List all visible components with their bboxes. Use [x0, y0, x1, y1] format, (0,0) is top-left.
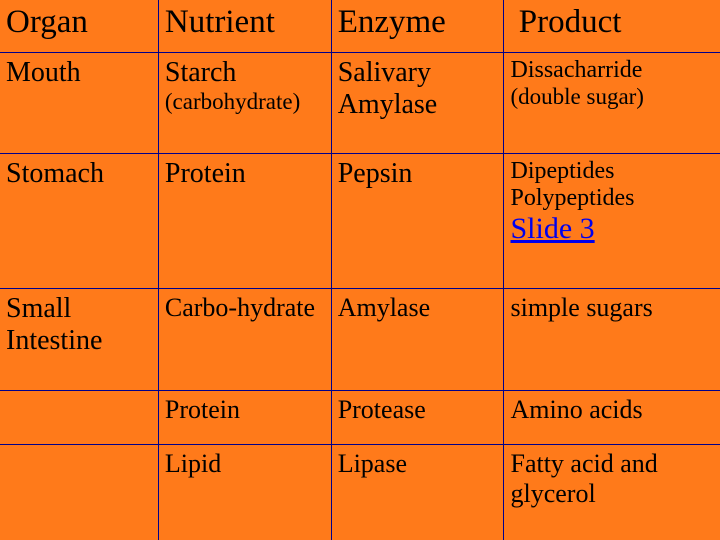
nutrient-main: Protein: [165, 158, 246, 189]
organ-text: Mouth: [6, 57, 81, 88]
cell-nutrient: Lipid: [158, 445, 331, 540]
enzyme-text: Amylase: [338, 293, 430, 322]
col-nutrient: Nutrient: [158, 0, 331, 52]
nutrient-main: Protein: [165, 395, 240, 424]
product-main: Amino acids: [510, 395, 642, 424]
cell-organ: Small Intestine: [0, 289, 158, 391]
cell-enzyme: Pepsin: [331, 154, 504, 289]
table-row: Lipid Lipase Fatty acid and glycerol: [0, 445, 720, 540]
product-main: Dissacharride: [510, 57, 642, 83]
product-main: Dipeptides Polypeptides: [510, 158, 634, 211]
cell-product: Dissacharride (double sugar): [504, 52, 720, 154]
slide-link[interactable]: Slide 3: [510, 212, 594, 245]
enzyme-text: Lipase: [338, 449, 407, 478]
nutrient-main: Starch: [165, 57, 237, 88]
enzyme-text: Salivary Amylase: [338, 57, 438, 120]
cell-enzyme: Lipase: [331, 445, 504, 540]
organ-text: Stomach: [6, 158, 104, 189]
organ-text: Small Intestine: [6, 293, 102, 356]
product-main: Fatty acid and glycerol: [510, 449, 657, 508]
col-product: Product: [504, 0, 720, 52]
cell-enzyme: Protease: [331, 390, 504, 444]
cell-nutrient: Starch (carbohydrate): [158, 52, 331, 154]
table-header-row: Organ Nutrient Enzyme Product: [0, 0, 720, 52]
cell-product: Dipeptides Polypeptides Slide 3: [504, 154, 720, 289]
table-row: Mouth Starch (carbohydrate) Salivary Amy…: [0, 52, 720, 154]
table-row: Stomach Protein Pepsin Dipeptides Polype…: [0, 154, 720, 289]
enzyme-text: Protease: [338, 395, 426, 424]
header-label: Product: [519, 4, 622, 40]
col-organ: Organ: [0, 0, 158, 52]
product-sub: (double sugar): [510, 84, 644, 109]
cell-nutrient: Carbo-hydrate: [158, 289, 331, 391]
table-row: Protein Protease Amino acids: [0, 390, 720, 444]
header-label: Enzyme: [338, 4, 446, 40]
cell-organ: Stomach: [0, 154, 158, 289]
cell-organ: [0, 390, 158, 444]
header-label: Organ: [6, 4, 88, 40]
cell-product: Amino acids: [504, 390, 720, 444]
nutrient-main: Carbo-hydrate: [165, 293, 315, 322]
nutrient-sub: (carbohydrate): [165, 89, 300, 114]
enzyme-text: Pepsin: [338, 158, 413, 189]
cell-enzyme: Amylase: [331, 289, 504, 391]
cell-product: Fatty acid and glycerol: [504, 445, 720, 540]
cell-nutrient: Protein: [158, 154, 331, 289]
table-row: Small Intestine Carbo-hydrate Amylase si…: [0, 289, 720, 391]
col-enzyme: Enzyme: [331, 0, 504, 52]
cell-organ: [0, 445, 158, 540]
cell-product: simple sugars: [504, 289, 720, 391]
cell-nutrient: Protein: [158, 390, 331, 444]
digestion-table: Organ Nutrient Enzyme Product Mouth Star…: [0, 0, 720, 540]
cell-organ: Mouth: [0, 52, 158, 154]
nutrient-main: Lipid: [165, 449, 221, 478]
header-label: Nutrient: [165, 4, 275, 40]
cell-enzyme: Salivary Amylase: [331, 52, 504, 154]
product-main: simple sugars: [510, 293, 652, 322]
